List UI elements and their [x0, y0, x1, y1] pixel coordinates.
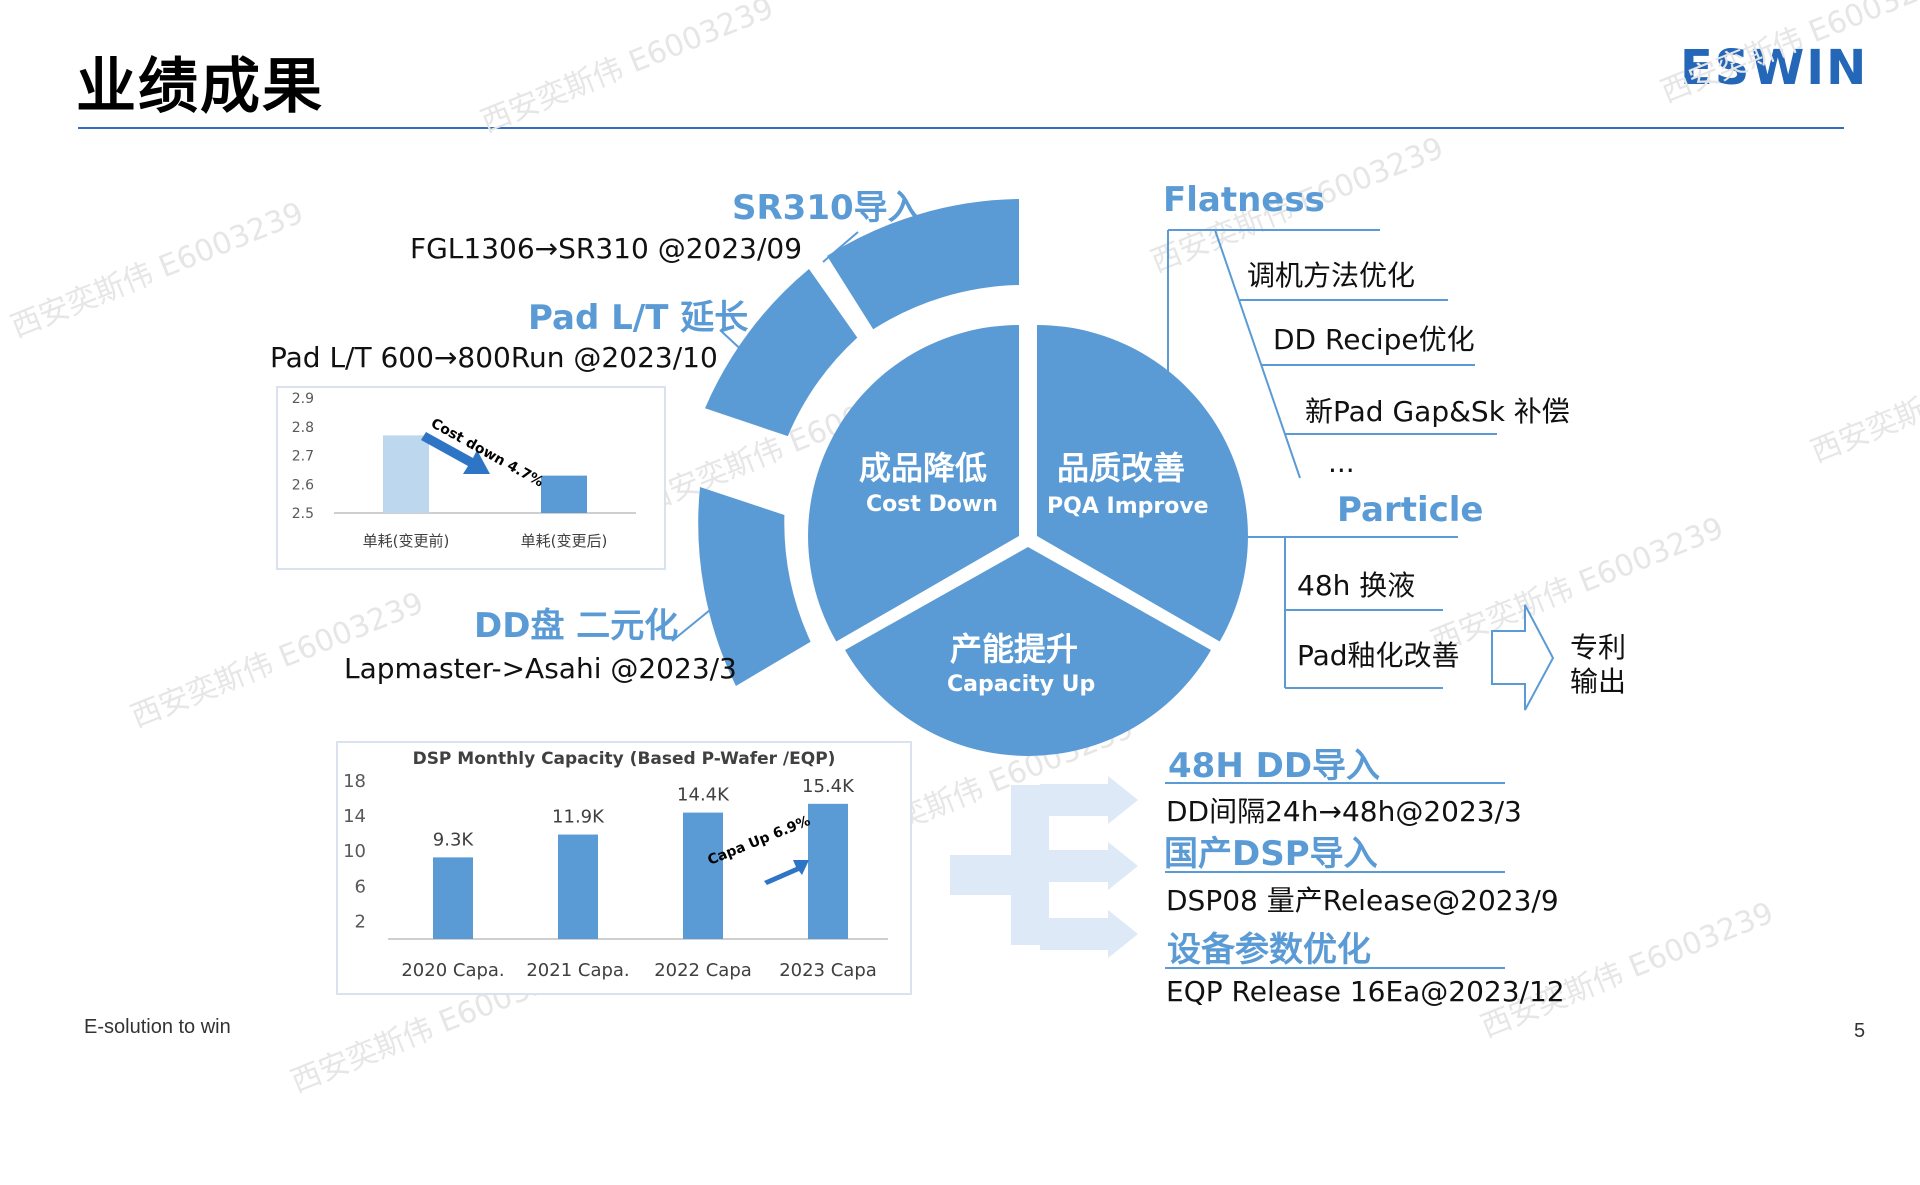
pad-lt-heading: Pad L/T 延长: [528, 298, 749, 338]
data-label: 14.4K: [677, 785, 730, 806]
flatness-item-1: 调机方法优化: [1247, 259, 1416, 292]
dd48h-detail: DD间隔24h→48h@2023/3: [1166, 795, 1522, 828]
sr310-detail: FGL1306→SR310 @2023/09: [410, 232, 803, 265]
dsp-heading: 国产DSP导入: [1164, 834, 1378, 874]
data-label: 15.4K: [802, 776, 855, 797]
flatness-item-4: ...: [1328, 446, 1355, 479]
particle-heading: Particle: [1337, 490, 1484, 530]
x-tick-label: 2023 Capa: [779, 960, 877, 981]
eqp-detail: EQP Release 16Ea@2023/12: [1166, 975, 1565, 1008]
bar: [383, 435, 429, 513]
capa-up-arrow: [764, 860, 809, 885]
dd48h-heading: 48H DD导入: [1168, 746, 1381, 786]
pad-lt-detail: Pad L/T 600→800Run @2023/10: [270, 341, 718, 374]
outer-arc-segment-dd: [698, 487, 811, 686]
sr310-heading: SR310导入: [732, 188, 922, 228]
cost-down-cn: 成品降低: [859, 449, 988, 487]
page-number: 5: [1854, 1020, 1866, 1042]
footer-tagline: E-solution to win: [84, 1016, 231, 1038]
patent-line-2: 输出: [1570, 665, 1627, 698]
bar: [433, 857, 473, 939]
bar: [541, 475, 587, 513]
bar: [558, 834, 598, 939]
sector-pqa-improve: [1037, 325, 1248, 642]
sector-capacity-up: [845, 547, 1211, 756]
header-divider: [78, 127, 1844, 129]
page-title: 业绩成果: [76, 52, 324, 122]
sector-cost-down: [808, 325, 1019, 642]
particle-item-1: 48h 换液: [1297, 569, 1416, 602]
cost-chart-frame: [276, 386, 666, 570]
dd-detail: Lapmaster->Asahi @2023/3: [344, 652, 737, 685]
cost-down-chart: 2.92.82.72.62.5 单耗(变更前) 单耗(变更后) Cost down…: [292, 391, 636, 550]
outer-arc-segment-sr310: [827, 199, 1019, 330]
y-tick-label: 2.6: [292, 477, 314, 493]
dsp-capacity-chart: DSP Monthly Capacity (Based P-Wafer /EQP…: [343, 749, 888, 981]
pqa-cn: 品质改善: [1057, 449, 1186, 487]
dsp-detail: DSP08 量产Release@2023/9: [1166, 884, 1559, 917]
y-tick-label: 2.7: [292, 449, 314, 465]
flatness-item-3: 新Pad Gap&Sk 补偿: [1305, 395, 1570, 428]
eqp-heading: 设备参数优化: [1167, 930, 1371, 970]
bar: [808, 803, 848, 939]
dd-heading: DD盘 二元化: [474, 606, 679, 646]
pqa-en: PQA Improve: [1047, 494, 1209, 519]
eswin-logo: ESWIN: [1680, 40, 1869, 96]
y-tick-label: 2.8: [292, 420, 314, 436]
comb-arrows: [950, 776, 1138, 958]
x-tick-label: 单耗(变更后): [521, 532, 608, 550]
y-tick-label: 6: [355, 876, 366, 897]
y-tick-label: 14: [343, 806, 366, 827]
outer-arc-segment-pad-lt: [705, 269, 858, 437]
data-label: 9.3K: [433, 829, 475, 850]
x-tick-label: 单耗(变更前): [363, 532, 450, 550]
data-label: 11.9K: [552, 807, 605, 828]
capacity-en: Capacity Up: [947, 672, 1096, 697]
x-tick-label: 2020 Capa.: [401, 960, 504, 981]
cost-down-arrow: [421, 432, 490, 474]
x-tick-label: 2022 Capa: [654, 960, 752, 981]
cost-down-en: Cost Down: [866, 492, 998, 517]
bar: [683, 812, 723, 939]
flatness-heading: Flatness: [1163, 180, 1325, 220]
y-tick-label: 18: [343, 771, 366, 792]
y-tick-label: 2.9: [292, 391, 314, 407]
x-tick-label: 2021 Capa.: [526, 960, 629, 981]
y-tick-label: 10: [343, 841, 366, 862]
hollow-right-arrow: [1491, 604, 1555, 711]
y-tick-label: 2: [355, 911, 366, 932]
particle-item-2: Pad釉化改善: [1297, 639, 1460, 672]
patent-line-1: 专利: [1570, 631, 1627, 664]
y-tick-label: 2.5: [292, 506, 314, 522]
chart-title: DSP Monthly Capacity (Based P-Wafer /EQP…: [413, 749, 836, 769]
flatness-item-2: DD Recipe优化: [1273, 323, 1475, 356]
capacity-cn: 产能提升: [950, 630, 1079, 668]
